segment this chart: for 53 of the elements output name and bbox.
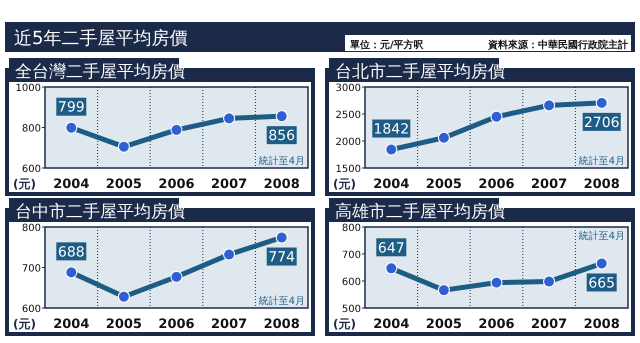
- annotation: 統計至4月: [258, 295, 305, 307]
- y-axis-title: (元): [333, 317, 356, 331]
- y-tick-label: 500: [342, 304, 361, 315]
- x-tick-label: 2006: [158, 317, 195, 332]
- data-label: 665: [588, 275, 616, 292]
- x-tick-label: 2006: [478, 177, 515, 192]
- x-tick-label: 2005: [106, 177, 142, 192]
- x-tick-label: 2008: [584, 317, 620, 332]
- y-tick-label: 700: [342, 250, 361, 261]
- x-tick-label: 2008: [264, 317, 300, 332]
- y-axis-title: (元): [333, 177, 356, 191]
- y-tick-label: 3000: [336, 83, 361, 94]
- x-tick-label: 2005: [106, 317, 142, 332]
- y-axis-title: (元): [13, 317, 36, 331]
- y-tick-label: 2500: [336, 110, 361, 121]
- y-tick-label: 2000: [336, 137, 361, 148]
- text: 近5年二手屋平均房價: [14, 28, 188, 49]
- x-tick-label: 2005: [426, 317, 462, 332]
- text: 單位：元/平方呎: [349, 39, 425, 51]
- x-tick-label: 2006: [158, 177, 195, 192]
- x-tick-label: 2004: [53, 317, 90, 332]
- y-tick-label: 800: [22, 223, 41, 234]
- x-tick-label: 2004: [373, 177, 410, 192]
- x-tick-label: 2007: [211, 177, 248, 192]
- source-note: 資料來源：中華民國行政院主計: [487, 39, 628, 51]
- data-label: 799: [58, 100, 85, 116]
- y-tick-label: 600: [22, 164, 41, 175]
- x-tick-label: 2007: [531, 177, 568, 192]
- y-tick-label: 800: [342, 223, 361, 234]
- annotation: 統計至4月: [578, 230, 625, 242]
- x-tick-label: 2008: [264, 177, 300, 192]
- y-tick-label: 1500: [336, 164, 361, 175]
- x-tick-label: 2006: [478, 317, 515, 332]
- data-label: 2706: [584, 114, 620, 131]
- y-axis-title: (元): [13, 177, 36, 191]
- data-label: 688: [58, 244, 85, 260]
- y-tick-label: 1000: [16, 83, 41, 94]
- annotation: 統計至4月: [258, 155, 305, 167]
- x-tick-label: 2007: [531, 317, 568, 332]
- x-tick-label: 2007: [211, 317, 248, 332]
- y-tick-label: 700: [22, 264, 41, 274]
- x-tick-label: 2008: [584, 177, 620, 192]
- annotation: 統計至4月: [578, 155, 625, 167]
- data-label: 856: [268, 128, 296, 144]
- y-tick-label: 600: [342, 277, 361, 288]
- y-tick-label: 600: [22, 304, 41, 315]
- y-tick-label: 800: [22, 124, 41, 134]
- x-tick-label: 2004: [373, 317, 410, 332]
- data-label: 1842: [373, 122, 410, 138]
- x-tick-label: 2005: [426, 177, 462, 192]
- x-tick-label: 2004: [53, 177, 90, 192]
- data-label: 647: [378, 240, 405, 256]
- data-label: 774: [268, 250, 296, 266]
